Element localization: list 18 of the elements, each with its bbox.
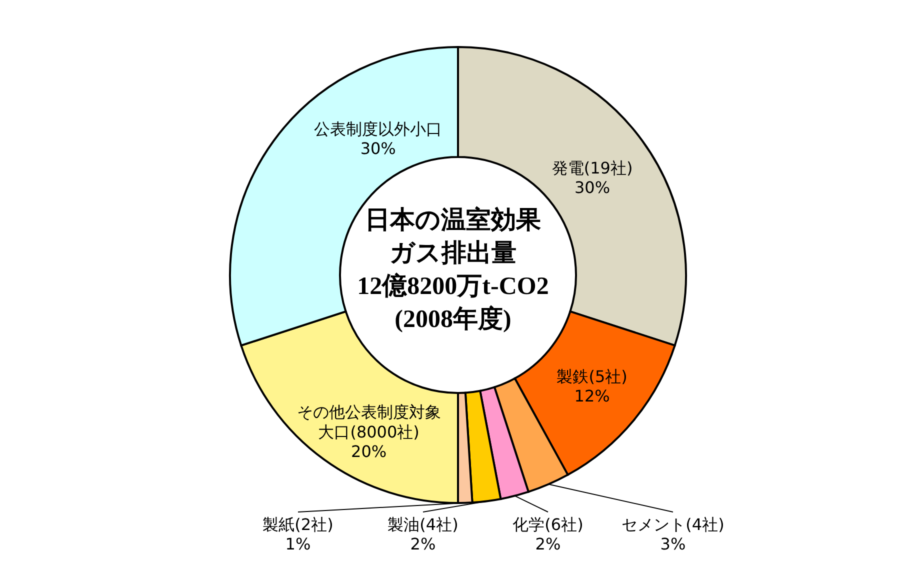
slice-label: 製油(4社) <box>388 514 458 534</box>
data-label: 30% <box>574 178 610 197</box>
slice-label: 公表制度以外小口 <box>314 119 442 138</box>
data-label: 3% <box>660 534 686 554</box>
slice-label: 発電(19社) <box>552 158 633 177</box>
text: 12億8200万t-CO2(2008年度) <box>357 272 549 335</box>
slice-label: 製鉄(5社) <box>556 366 628 386</box>
data-label: 20% <box>351 442 387 461</box>
data-label: 2% <box>410 534 436 554</box>
data-label: 1% <box>285 534 311 554</box>
slice-label: その他公表制度対象大口(8000社) <box>296 402 441 441</box>
data-label: 2% <box>535 534 561 554</box>
slice-label: 化学(6社) <box>512 514 584 534</box>
data-label: 12% <box>574 386 610 406</box>
slice-label: セメント(4社) <box>622 514 724 534</box>
text: 日本の温室効果ガス排出量 <box>364 205 542 269</box>
data-label: 30% <box>360 139 396 158</box>
slice-label: 製紙(2社) <box>262 514 334 534</box>
